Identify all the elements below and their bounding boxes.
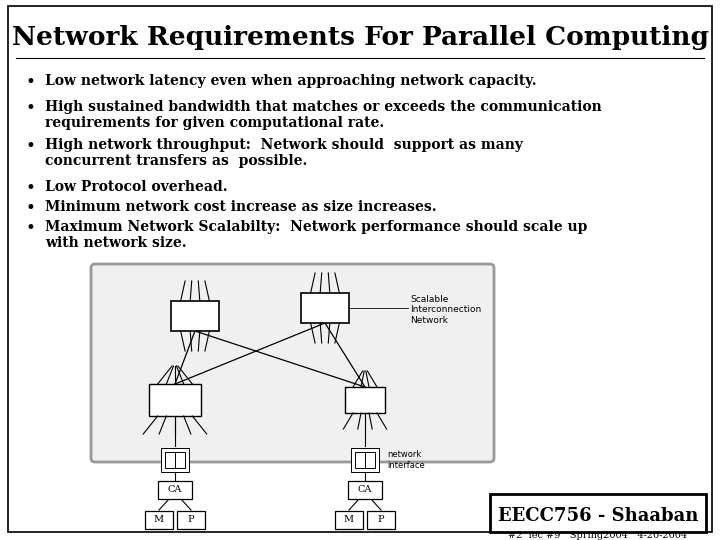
- Text: #2  lec #9   Spring2004   4-20-2004: #2 lec #9 Spring2004 4-20-2004: [508, 531, 688, 540]
- Text: network
interface: network interface: [387, 450, 425, 470]
- Text: P: P: [188, 516, 194, 524]
- Bar: [348, 481, 382, 499]
- Bar: [351, 448, 379, 472]
- Text: Maximum Network Scalabilty:  Network performance should scale up
with network si: Maximum Network Scalabilty: Network perf…: [45, 220, 588, 250]
- Bar: [335, 511, 363, 529]
- Text: •: •: [25, 74, 35, 91]
- Bar: [161, 448, 189, 472]
- Bar: [365, 452, 375, 468]
- Text: High sustained bandwidth that matches or exceeds the communication
requirements : High sustained bandwidth that matches or…: [45, 100, 602, 130]
- Bar: [171, 301, 219, 331]
- Text: EECC756 - Shaaban: EECC756 - Shaaban: [498, 507, 698, 525]
- Text: •: •: [25, 200, 35, 217]
- Bar: [367, 511, 395, 529]
- Text: •: •: [25, 138, 35, 155]
- Text: Low Protocol overhead.: Low Protocol overhead.: [45, 180, 228, 194]
- Text: •: •: [25, 180, 35, 197]
- Bar: [355, 452, 365, 468]
- Text: CA: CA: [358, 485, 372, 495]
- Text: M: M: [154, 516, 164, 524]
- Text: Low network latency even when approaching network capacity.: Low network latency even when approachin…: [45, 74, 536, 88]
- Bar: [490, 494, 706, 532]
- Text: M: M: [344, 516, 354, 524]
- Bar: [165, 452, 175, 468]
- Text: P: P: [378, 516, 384, 524]
- Bar: [145, 511, 173, 529]
- Text: High network throughput:  Network should  support as many
concurrent transfers a: High network throughput: Network should …: [45, 138, 523, 168]
- Bar: [158, 481, 192, 499]
- Text: Network Requirements For Parallel Computing: Network Requirements For Parallel Comput…: [12, 25, 708, 51]
- Text: •: •: [25, 100, 35, 117]
- Text: Scalable
Interconnection
Network: Scalable Interconnection Network: [410, 295, 481, 325]
- Text: CA: CA: [168, 485, 182, 495]
- Bar: [345, 387, 385, 413]
- Bar: [301, 293, 349, 323]
- Text: Minimum network cost increase as size increases.: Minimum network cost increase as size in…: [45, 200, 436, 214]
- Text: •: •: [25, 220, 35, 237]
- FancyBboxPatch shape: [91, 264, 494, 462]
- Bar: [175, 452, 185, 468]
- Bar: [177, 511, 205, 529]
- Bar: [149, 384, 201, 416]
